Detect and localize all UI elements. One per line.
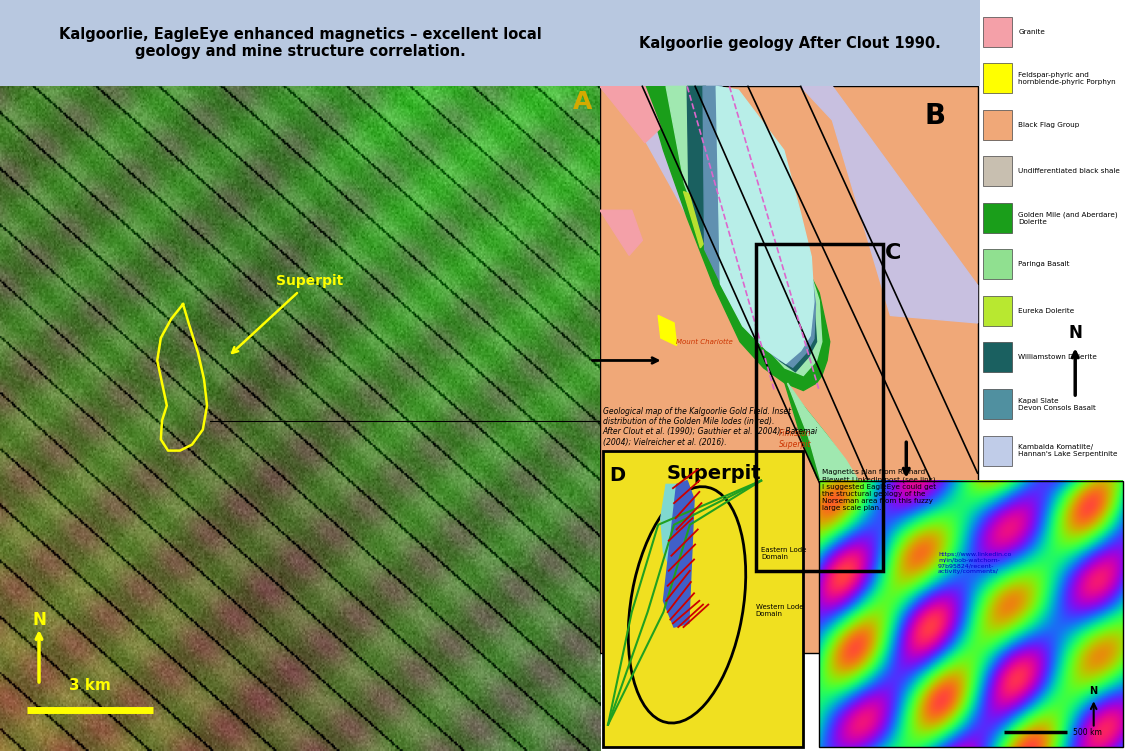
Text: 3 km: 3 km bbox=[69, 678, 111, 693]
Polygon shape bbox=[787, 383, 880, 565]
Text: Eureka Dolerite: Eureka Dolerite bbox=[1019, 308, 1075, 314]
Text: Western Lode
Domain: Western Lode Domain bbox=[756, 604, 803, 617]
Bar bbox=[982, 296, 1012, 326]
Text: X: X bbox=[998, 555, 1006, 566]
Text: Mount Charlotte: Mount Charlotte bbox=[677, 339, 733, 345]
Bar bbox=[982, 156, 1012, 186]
Bar bbox=[982, 389, 1012, 419]
Polygon shape bbox=[663, 481, 694, 627]
Text: Synclinal and anticlinal axes: Synclinal and anticlinal axes bbox=[1020, 556, 1121, 562]
Text: Kambalda Komatiite/
Hannan's Lake Serpentinite: Kambalda Komatiite/ Hannan's Lake Serpen… bbox=[1019, 444, 1118, 457]
Text: A: A bbox=[573, 90, 592, 114]
Text: Kilometres: Kilometres bbox=[990, 572, 1028, 578]
Bar bbox=[602, 451, 803, 747]
Bar bbox=[756, 244, 882, 571]
Polygon shape bbox=[687, 86, 817, 372]
Text: Kalgoorlie geology After Clout 1990.: Kalgoorlie geology After Clout 1990. bbox=[640, 36, 941, 50]
Polygon shape bbox=[666, 86, 822, 376]
Text: Golden Mile (and Aberdare)
Dolerite: Golden Mile (and Aberdare) Dolerite bbox=[1019, 211, 1118, 225]
Text: 2: 2 bbox=[1051, 588, 1056, 594]
Text: C: C bbox=[885, 243, 901, 263]
Text: B: B bbox=[925, 102, 946, 130]
Text: Undifferentiated black shale: Undifferentiated black shale bbox=[1019, 168, 1120, 174]
Text: 500 km: 500 km bbox=[1073, 728, 1101, 737]
Text: Kalgoorlie, EagleEye enhanced magnetics – excellent local
geology and mine struc: Kalgoorlie, EagleEye enhanced magnetics … bbox=[59, 27, 541, 59]
Polygon shape bbox=[703, 86, 816, 367]
Text: X: X bbox=[982, 555, 990, 566]
Polygon shape bbox=[801, 86, 978, 323]
Polygon shape bbox=[661, 484, 682, 571]
Text: Fimiston
Superpit: Fimiston Superpit bbox=[779, 430, 812, 449]
Text: Feldspar-phyric and
hornblende-phyric Porphyn: Feldspar-phyric and hornblende-phyric Po… bbox=[1019, 71, 1116, 85]
Polygon shape bbox=[843, 548, 901, 623]
Polygon shape bbox=[716, 86, 814, 363]
Bar bbox=[982, 110, 1012, 140]
Bar bbox=[982, 203, 1012, 233]
Polygon shape bbox=[600, 86, 698, 225]
Text: N: N bbox=[32, 611, 46, 629]
Text: Eastern Lode
Domain: Eastern Lode Domain bbox=[761, 547, 807, 560]
Bar bbox=[982, 436, 1012, 466]
Text: Black Flag Group: Black Flag Group bbox=[1019, 122, 1079, 128]
Bar bbox=[0, 0, 600, 86]
Bar bbox=[982, 342, 1012, 372]
Text: Kapai Slate
Devon Consols Basalt: Kapai Slate Devon Consols Basalt bbox=[1019, 397, 1096, 411]
Bar bbox=[600, 86, 978, 653]
Polygon shape bbox=[785, 383, 896, 575]
Text: Superpit: Superpit bbox=[667, 464, 761, 483]
Text: Magnetics plan from Richard
Blewett LinkedIn post (see link).
I suggested EagleE: Magnetics plan from Richard Blewett Link… bbox=[822, 469, 937, 511]
Polygon shape bbox=[600, 210, 642, 255]
Polygon shape bbox=[658, 315, 677, 345]
Text: GMF   Golden Mile Fault: GMF Golden Mile Fault bbox=[982, 484, 1068, 490]
Bar bbox=[982, 249, 1012, 279]
Text: Granite: Granite bbox=[1019, 29, 1045, 35]
Polygon shape bbox=[600, 86, 661, 143]
Bar bbox=[982, 63, 1012, 93]
Polygon shape bbox=[864, 578, 978, 653]
Text: Paringa Basalt: Paringa Basalt bbox=[1019, 261, 1069, 267]
Text: Williamstown Dolerite: Williamstown Dolerite bbox=[1019, 354, 1098, 360]
Bar bbox=[819, 481, 1122, 747]
Text: N: N bbox=[1090, 686, 1098, 696]
Polygon shape bbox=[645, 86, 830, 391]
Text: Geological map of the Kalgoorlie Gold Field. Inset
distribution of the Golden Mi: Geological map of the Kalgoorlie Gold Fi… bbox=[602, 406, 818, 447]
Text: Normal/strike-slip and
reverse fault: Normal/strike-slip and reverse fault bbox=[982, 511, 1063, 524]
Text: D: D bbox=[609, 466, 625, 484]
Text: Superpit: Superpit bbox=[232, 274, 343, 353]
Bar bbox=[982, 17, 1012, 47]
Text: N: N bbox=[1068, 324, 1082, 342]
Polygon shape bbox=[684, 192, 706, 248]
Bar bbox=[600, 0, 980, 86]
Text: https://www.linkedin.co
m/in/bob-watchorn-
97b95824/recent-
activity/comments/: https://www.linkedin.co m/in/bob-watchor… bbox=[938, 552, 1012, 575]
